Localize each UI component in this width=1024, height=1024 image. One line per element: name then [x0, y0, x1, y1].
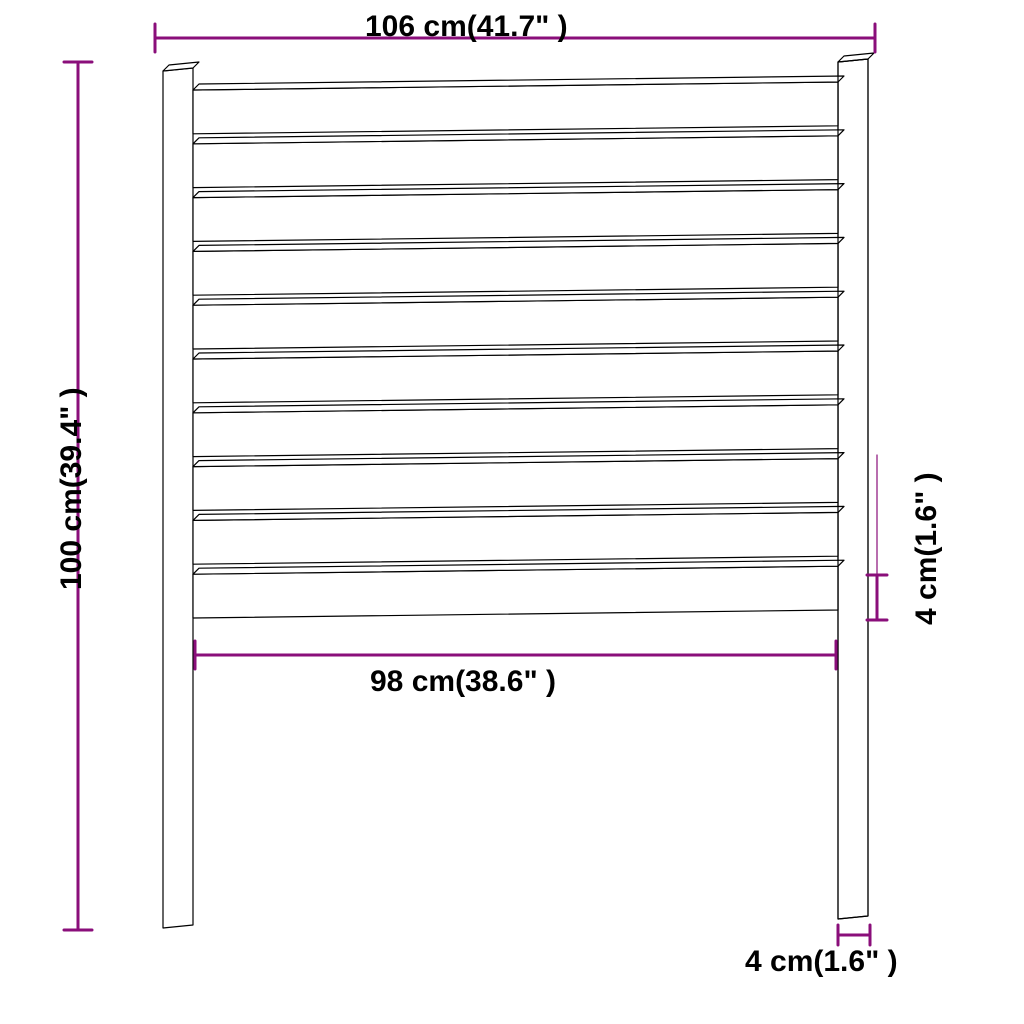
dim-label-inner-width: 98 cm(38.6" ) [370, 665, 556, 699]
dim-label-slat-thick: 4 cm(1.6" ) [910, 472, 944, 625]
dim-label-post-width: 4 cm(1.6" ) [745, 945, 898, 979]
dim-label-left-height: 100 cm(39.4" ) [55, 387, 89, 590]
dim-label-top-width: 106 cm(41.7" ) [365, 10, 568, 44]
